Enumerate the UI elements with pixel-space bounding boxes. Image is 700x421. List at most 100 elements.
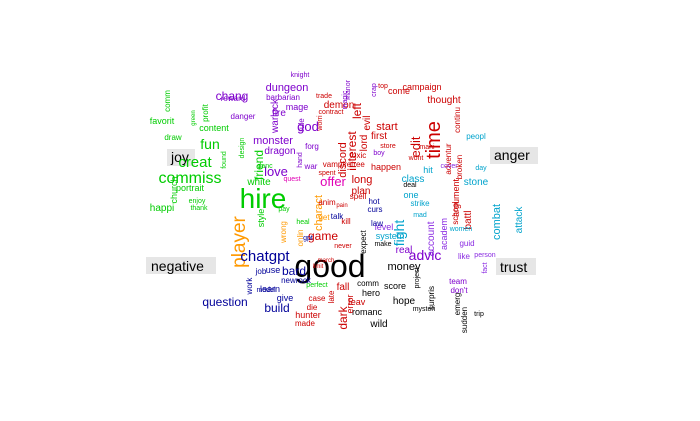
- word-draw-57: draw: [164, 133, 182, 142]
- word-god-20: god: [297, 119, 319, 134]
- word-toxic-110: toxic: [350, 151, 366, 160]
- word-hope-63: hope: [393, 296, 416, 307]
- word-score-65: score: [384, 281, 406, 291]
- word-happi-52: happi: [150, 203, 174, 214]
- trust-label-bg: [496, 258, 536, 275]
- word-hot-108: hot: [368, 197, 380, 206]
- word-system-42: system: [376, 231, 405, 241]
- word-chang-9: chang: [216, 89, 249, 103]
- word-tree-112: tree: [351, 160, 365, 169]
- word-mad-128: mad: [413, 212, 427, 219]
- word-player-3: player: [229, 215, 250, 267]
- word-question-17: question: [202, 295, 247, 309]
- word-wrong-118: wrong: [279, 221, 288, 244]
- word-boy-137: boy: [373, 150, 385, 157]
- word-hit-44: hit: [423, 165, 433, 175]
- word-mani-134: mani: [419, 144, 435, 151]
- word-quest-139: quest: [283, 176, 300, 183]
- word-like-51: like: [458, 252, 471, 261]
- word-march-150: march: [318, 258, 335, 264]
- word-anim-116: anim: [318, 198, 336, 207]
- word-crap-136: crap: [371, 83, 378, 97]
- word-happen-109: happen: [371, 162, 401, 172]
- negative-label: negative: [151, 258, 204, 274]
- word-charact-41: charact: [313, 195, 325, 231]
- word-church-56: church: [169, 176, 179, 203]
- word-learn-71: learn: [260, 284, 280, 294]
- word-portrait-55: portrait: [176, 183, 205, 193]
- word-deal-126: deal: [403, 182, 417, 189]
- word-bard-16: bard: [282, 264, 306, 278]
- word-build-18: build: [264, 301, 289, 315]
- word-game-15: game: [308, 229, 338, 243]
- word-model-75: model: [256, 287, 276, 294]
- word-dark-76: dark: [336, 305, 350, 329]
- word-pain-151: pain: [336, 203, 347, 209]
- word-danc-142: danc: [257, 163, 273, 170]
- negative-label-bg: [146, 257, 216, 274]
- word-sudden-92: sudden: [460, 307, 469, 333]
- word-knight-158: knight: [291, 72, 310, 79]
- word-barbarian-100: barbarian: [266, 93, 300, 102]
- word-peopl-62: peopl: [466, 132, 486, 141]
- word-chatgpt-6: chatgpt: [240, 248, 290, 265]
- word-mysteri-124: mysteri: [413, 306, 436, 313]
- word-white-60: white: [246, 177, 271, 188]
- word-work-69: work: [245, 277, 254, 296]
- word-interest-34: interest: [345, 131, 359, 171]
- word-offer-13: offer: [320, 174, 346, 189]
- word-never-121: never: [334, 243, 352, 250]
- word-pay-143: pay: [278, 206, 290, 213]
- word-monster-24: monster: [253, 135, 293, 147]
- word-project-125: project: [414, 267, 421, 288]
- word-made-81: made: [295, 319, 316, 328]
- word-advic-7: advic: [409, 247, 442, 263]
- word-campaign-31: campaign: [402, 82, 441, 92]
- word-manor-159: manor: [345, 79, 352, 100]
- word-demon-33: demon: [324, 100, 355, 111]
- word-love-8: love: [264, 164, 288, 179]
- word-danger-99: danger: [231, 112, 256, 121]
- word-real-46: real: [396, 245, 413, 256]
- word-limit-149: limit: [313, 264, 324, 270]
- word-enjoy-140: enjoy: [189, 198, 206, 205]
- word-thought-27: thought: [427, 95, 461, 106]
- word-content-54: content: [199, 123, 229, 133]
- word-fall-77: fall: [337, 282, 350, 293]
- word-trip-95: trip: [474, 311, 484, 318]
- word-vampire-111: vampire: [323, 160, 352, 169]
- word-reward-101: reward: [221, 94, 245, 103]
- word-late-82: late: [327, 290, 336, 303]
- word-time-2: time: [423, 121, 445, 159]
- word-combat-28: combat: [491, 204, 503, 240]
- word-good-0: good: [294, 248, 365, 284]
- word-hunter-80: hunter: [295, 310, 321, 320]
- word-dont-91: don't: [450, 286, 468, 295]
- trust-label: trust: [500, 259, 527, 275]
- word-green-147: green: [191, 110, 197, 125]
- word-strike-127: strike: [410, 199, 430, 208]
- word-spent-156: spent: [318, 170, 335, 177]
- word-guid-50: guid: [459, 239, 474, 248]
- word-forg-102: forg: [305, 142, 319, 151]
- word-worri-155: worri: [317, 115, 324, 132]
- word-dungeon-23: dungeon: [266, 82, 309, 94]
- word-spell-115: spell: [350, 192, 367, 201]
- word-level-49: level: [375, 222, 394, 232]
- word-curs-107: curs: [367, 205, 382, 214]
- word-contract-154: contract: [319, 109, 344, 116]
- word-hero-66: hero: [362, 288, 380, 298]
- word-attack-29: attack: [514, 206, 525, 234]
- word-plan-40: plan: [352, 186, 371, 197]
- word-talk-105: talk: [331, 212, 344, 221]
- word-surpris-94: surpris: [427, 286, 436, 310]
- word-discord-37: discord: [337, 142, 349, 177]
- word-heal-144: heal: [296, 219, 310, 226]
- word-friend-11: friend: [252, 150, 266, 180]
- word-rule-98: rule: [297, 118, 306, 132]
- word-style-61: style: [256, 209, 266, 228]
- word-edit-22: edit: [408, 136, 423, 157]
- word-perfect-148: perfect: [306, 282, 327, 289]
- anger-label-bg: [490, 147, 538, 164]
